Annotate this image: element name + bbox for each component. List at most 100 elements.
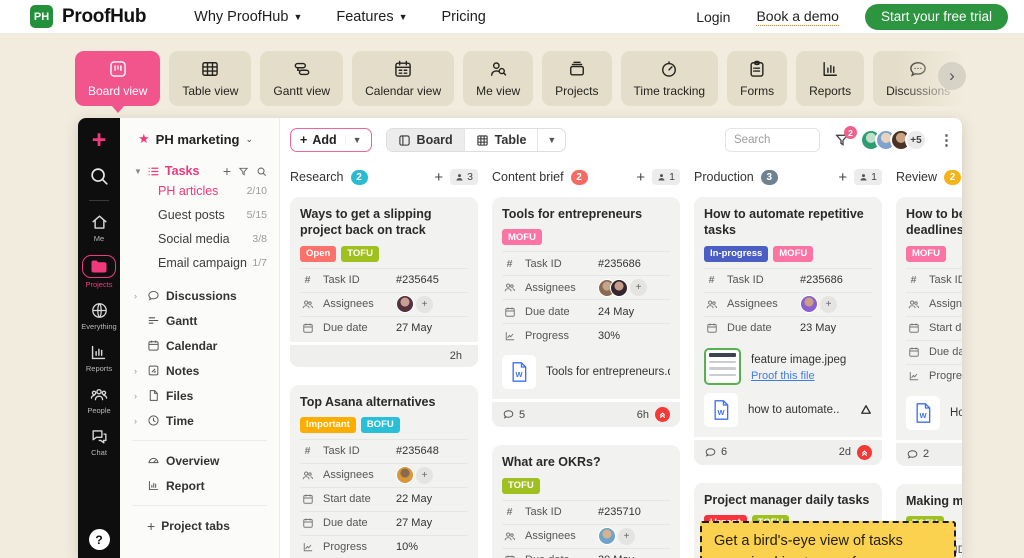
column-members[interactable]: 1	[652, 169, 680, 185]
tab-time-tracking[interactable]: Time tracking	[620, 51, 719, 106]
attachment-doc[interactable]: W How to	[906, 395, 962, 430]
search-input[interactable]	[725, 128, 820, 152]
task-card[interactable]: Tools for entrepreneurs MOFU # Task ID #…	[492, 197, 680, 428]
board-icon	[398, 134, 411, 147]
gantt-lines-icon	[147, 314, 160, 327]
login-link[interactable]: Login	[696, 8, 731, 25]
add-project-tabs[interactable]: + Project tabs	[120, 513, 279, 538]
word-doc-icon: W	[906, 395, 940, 430]
proof-file-link[interactable]: Proof this file	[751, 370, 815, 382]
panel-section-files[interactable]: › Files	[120, 383, 279, 408]
card-title: What are OKRs?	[502, 455, 601, 470]
help-button[interactable]: ?	[88, 529, 110, 550]
add-assignee-icon[interactable]: +	[618, 527, 635, 545]
task-list-social-media[interactable]: Social media 3/8	[120, 227, 279, 251]
assignees-icon	[300, 298, 315, 311]
search-icon[interactable]	[88, 165, 110, 187]
avatar-more-count[interactable]: +5	[905, 129, 927, 151]
tab-forms[interactable]: Forms	[727, 51, 788, 106]
add-card-icon[interactable]: +	[838, 168, 848, 186]
add-task-icon[interactable]: +	[222, 163, 231, 179]
attachment-doc[interactable]: W how to automate...	[704, 392, 872, 427]
tab-me-view[interactable]: Me view	[463, 51, 534, 106]
field-due-date: Due date 24 May	[502, 299, 670, 323]
progress-icon	[502, 330, 517, 342]
task-card[interactable]: Ways to get a slipping project back on t…	[290, 197, 478, 367]
brand-name[interactable]: ProofHub	[62, 5, 147, 27]
attachment-doc[interactable]: W Tools for entrepreneurs.doc	[502, 355, 670, 390]
add-assignee-icon[interactable]: +	[416, 466, 433, 484]
filter-icon[interactable]	[238, 166, 249, 177]
tab-reports[interactable]: Reports	[796, 51, 865, 106]
task-list-email-campaign[interactable]: Email campaign 1/7	[120, 251, 279, 275]
panel-section-report[interactable]: Report	[120, 473, 279, 498]
add-card-icon[interactable]: +	[434, 168, 444, 186]
task-list-guest-posts[interactable]: Guest posts 5/15	[120, 203, 279, 227]
rail-item-me[interactable]: Me	[90, 213, 109, 243]
task-list-ph-articles[interactable]: PH articles 2/10	[120, 179, 279, 203]
svg-text:W: W	[919, 411, 927, 420]
add-task-button[interactable]: + Add ▼	[290, 128, 372, 152]
panel-section-time[interactable]: › Time	[120, 408, 279, 433]
rail-item-reports[interactable]: Reports	[86, 343, 112, 373]
panel-section-gantt[interactable]: Gantt	[120, 308, 279, 333]
assignees-icon	[906, 298, 921, 311]
task-card[interactable]: What are OKRs? TOFU # Task ID #235710	[492, 445, 680, 558]
field-value: 27 May	[396, 322, 433, 334]
calendar-icon	[502, 306, 517, 318]
column-members[interactable]: 1	[854, 169, 882, 185]
column-members[interactable]: 3	[450, 169, 478, 185]
tabs-scroll-right-button[interactable]: ›	[938, 62, 966, 90]
more-options-icon[interactable]: ⋮	[939, 132, 954, 149]
comments-count[interactable]: 2	[906, 448, 929, 461]
label-pill: MOFU	[906, 245, 946, 262]
comments-count[interactable]: 5	[502, 408, 525, 421]
tab-calendar-view[interactable]: Calendar view	[352, 51, 455, 106]
add-assignee-icon[interactable]: +	[416, 295, 433, 313]
toggle-board[interactable]: Board	[386, 129, 465, 151]
rail-label: Everything	[81, 322, 117, 331]
tasks-section-header[interactable]: ▼ Tasks +	[120, 163, 279, 179]
add-card-icon[interactable]: +	[636, 168, 646, 186]
time-logged: 2d	[838, 446, 851, 458]
field-label: Task ID	[323, 274, 360, 286]
field-label: Progress	[929, 370, 962, 382]
task-card[interactable]: Top Asana alternatives Important BOFU # …	[290, 384, 478, 558]
panel-section-calendar[interactable]: Calendar	[120, 333, 279, 358]
tab-projects[interactable]: Projects	[542, 51, 612, 106]
search-icon[interactable]	[256, 166, 267, 177]
toggle-table[interactable]: Table	[465, 129, 539, 151]
proofhub-logo[interactable]: PH	[30, 5, 53, 28]
add-button[interactable]: +	[91, 126, 107, 154]
panel-section-overview[interactable]: Overview	[120, 448, 279, 473]
rail-item-people[interactable]: People	[87, 385, 111, 415]
view-toggle-dropdown[interactable]: ▼	[547, 135, 557, 145]
member-avatars[interactable]: +5	[860, 129, 927, 151]
rail-item-chat[interactable]: Chat	[90, 427, 109, 457]
nav-pricing[interactable]: Pricing	[442, 9, 486, 25]
tab-gantt-view[interactable]: Gantt view	[260, 51, 344, 106]
add-assignee-icon[interactable]: +	[820, 295, 837, 313]
task-card[interactable]: How to automate repetitive tasks In-prog…	[694, 197, 882, 465]
card-title: How to better h	[906, 207, 962, 221]
book-a-demo-link[interactable]: Book a demo	[756, 7, 839, 26]
panel-section-discussions[interactable]: › Discussions	[120, 283, 279, 308]
attachment-image[interactable]: feature image.jpeg Proof this file	[704, 347, 872, 385]
tab-board-view[interactable]: Board view	[75, 51, 161, 113]
label-pill: MOFU	[502, 229, 542, 246]
add-assignee-icon[interactable]: +	[630, 279, 647, 297]
tab-table-view[interactable]: Table view	[169, 51, 252, 106]
avatar	[396, 466, 414, 485]
nav-features[interactable]: Features ▼	[336, 9, 407, 25]
field-label: Due date	[525, 305, 570, 318]
start-free-trial-button[interactable]: Start your free trial	[864, 3, 1008, 30]
nav-why-proofhub[interactable]: Why ProofHub ▼	[194, 9, 302, 25]
project-switcher[interactable]: ★ PH marketing ⌄	[120, 131, 279, 147]
panel-section-notes[interactable]: › Notes	[120, 358, 279, 383]
rail-item-projects[interactable]: Projects	[82, 255, 116, 289]
field-label: Progress	[525, 329, 570, 342]
filter-button[interactable]: 2	[834, 126, 857, 148]
task-card[interactable]: How to better h deadlines as a MOFU # Ta…	[896, 197, 962, 466]
comments-count[interactable]: 6	[704, 446, 727, 459]
rail-item-everything[interactable]: Everything	[81, 301, 117, 331]
